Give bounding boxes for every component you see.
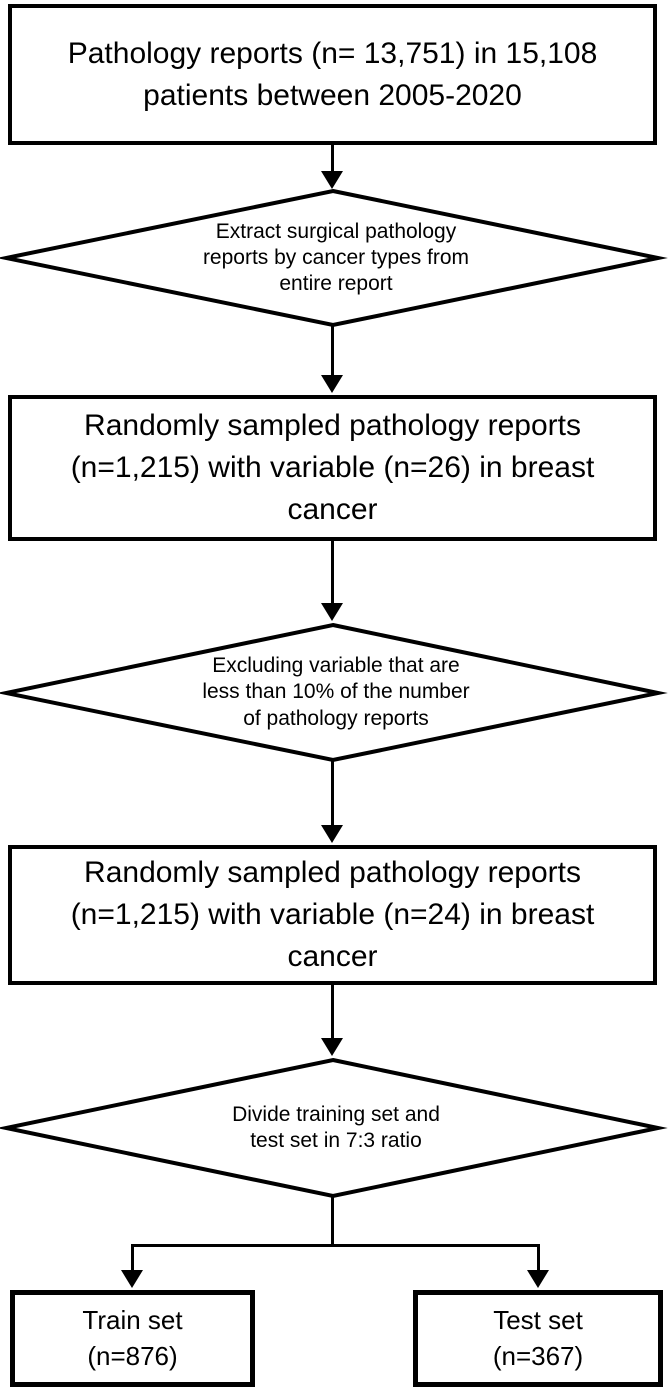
diamond-extract-shape xyxy=(0,188,668,328)
node-pathology-reports: Pathology reports (n= 13,751) in 15,108 … xyxy=(8,4,657,145)
node-sampled-26-label: Randomly sampled pathology reports (n=1,… xyxy=(70,409,595,526)
connector-line xyxy=(331,761,334,825)
arrowhead-down-icon xyxy=(321,825,343,843)
arrowhead-down-icon xyxy=(527,1270,549,1288)
arrowhead-down-icon xyxy=(321,375,343,393)
node-sampled-24-label: Randomly sampled pathology reports (n=1,… xyxy=(70,856,595,973)
connector-line xyxy=(331,145,334,173)
arrowhead-down-icon xyxy=(121,1270,143,1288)
arrowhead-down-icon xyxy=(321,171,343,189)
diamond-excluding-shape xyxy=(0,622,668,763)
diamond-extract-text: Extract surgical pathology reports by ca… xyxy=(202,219,470,296)
node-train-set: Train set (n=876) xyxy=(10,1290,255,1387)
connector-branch-line xyxy=(131,1244,540,1247)
connector-line xyxy=(331,326,334,377)
connector-line xyxy=(537,1244,540,1272)
node-test-set-label: Test set (n=367) xyxy=(492,1305,584,1371)
connector-line xyxy=(131,1244,134,1272)
arrowhead-down-icon xyxy=(321,1038,343,1056)
diamond-outline xyxy=(0,188,668,328)
node-pathology-reports-label: Pathology reports (n= 13,751) in 15,108 … xyxy=(67,36,598,112)
node-sampled-24: Randomly sampled pathology reports (n=1,… xyxy=(8,845,657,985)
diamond-extract-label: Extract surgical pathology reports by ca… xyxy=(0,188,672,328)
diamond-divide-text: Divide training set and test set in 7:3 … xyxy=(232,1102,440,1152)
diamond-outline xyxy=(0,622,668,763)
node-sampled-26: Randomly sampled pathology reports (n=1,… xyxy=(8,395,657,541)
diamond-excluding-text: Excluding variable that are less than 10… xyxy=(202,654,470,730)
connector-line xyxy=(331,985,334,1038)
node-train-set-label: Train set (n=876) xyxy=(82,1305,183,1371)
connector-line xyxy=(331,541,334,605)
node-test-set: Test set (n=367) xyxy=(413,1290,663,1387)
connector-line xyxy=(331,1196,334,1247)
arrowhead-down-icon xyxy=(321,603,343,621)
diamond-excluding-label: Excluding variable that are less than 10… xyxy=(0,622,672,763)
diamond-divide-label: Divide training set and test set in 7:3 … xyxy=(0,1057,672,1199)
